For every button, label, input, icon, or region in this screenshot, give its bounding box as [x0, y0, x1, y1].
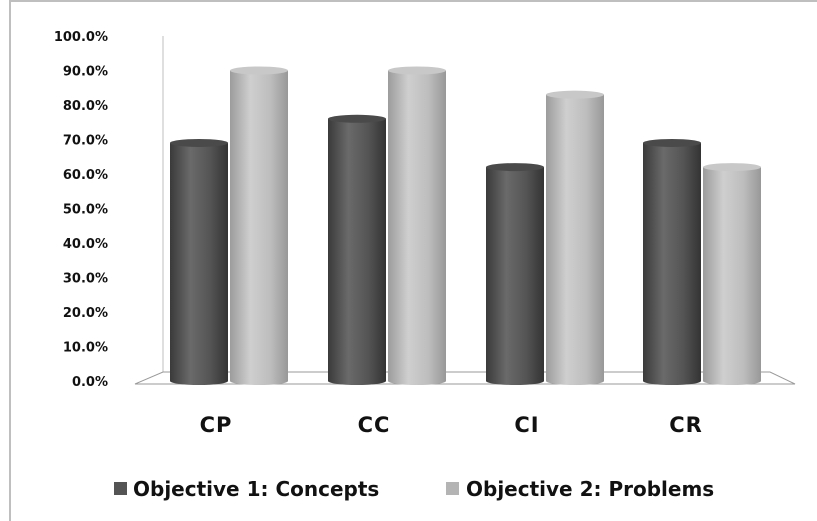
bar-top [388, 66, 446, 75]
bar-body [486, 167, 544, 381]
bar [230, 66, 288, 385]
x-category-label: CC [358, 413, 391, 437]
bar [703, 163, 761, 385]
bar [643, 138, 701, 385]
y-tick-label: 80.0% [63, 99, 108, 114]
bar-base [703, 377, 761, 385]
bar-base [388, 377, 446, 385]
bar-top [328, 114, 386, 123]
bar-top [546, 90, 604, 99]
legend-label-objective-2: Objective 2: Problems [466, 477, 714, 501]
y-tick-label: 30.0% [63, 272, 108, 287]
y-tick-label: 50.0% [63, 203, 108, 218]
bars [170, 66, 761, 385]
bar [328, 114, 386, 385]
bar-body [230, 70, 288, 381]
y-tick-label: 60.0% [63, 168, 108, 183]
bar [388, 66, 446, 385]
bar-body [170, 142, 228, 381]
y-tick-label: 20.0% [63, 306, 108, 321]
bar [486, 163, 544, 385]
bar-body [703, 167, 761, 381]
y-tick-label: 40.0% [63, 237, 108, 252]
x-axis-labels: CP CC CI CR [200, 413, 703, 437]
bar-body [388, 70, 446, 381]
bar-base [328, 377, 386, 385]
y-axis-ticks: 0.0% 10.0% 20.0% 30.0% 40.0% 50.0% 60.0% 70.0% 8… [54, 30, 108, 390]
bar-body [328, 118, 386, 382]
y-tick-label: 10.0% [63, 341, 108, 356]
bar-base [486, 377, 544, 385]
bar-base [170, 377, 228, 385]
bar [546, 90, 604, 385]
y-tick-label: 0.0% [72, 375, 108, 390]
bar-base [546, 377, 604, 385]
legend-label-objective-1: Objective 1: Concepts [133, 477, 379, 501]
bar-top [703, 163, 761, 172]
bar-top [170, 138, 228, 147]
x-category-label: CR [669, 413, 703, 437]
bar-body [643, 142, 701, 381]
y-tick-label: 90.0% [63, 65, 108, 80]
legend: Objective 1: Concepts Objective 2: Probl… [114, 477, 714, 501]
bar-base [643, 377, 701, 385]
bar-base [230, 377, 288, 385]
bar-top [643, 138, 701, 147]
bar-body [546, 94, 604, 382]
legend-swatch-objective-1 [114, 482, 127, 495]
legend-swatch-objective-2 [446, 482, 459, 495]
bar-top [230, 66, 288, 75]
x-category-label: CI [514, 413, 539, 437]
bar-top [486, 163, 544, 172]
bar [170, 138, 228, 385]
y-tick-label: 100.0% [54, 30, 108, 45]
x-category-label: CP [200, 413, 233, 437]
y-tick-label: 70.0% [63, 134, 108, 149]
